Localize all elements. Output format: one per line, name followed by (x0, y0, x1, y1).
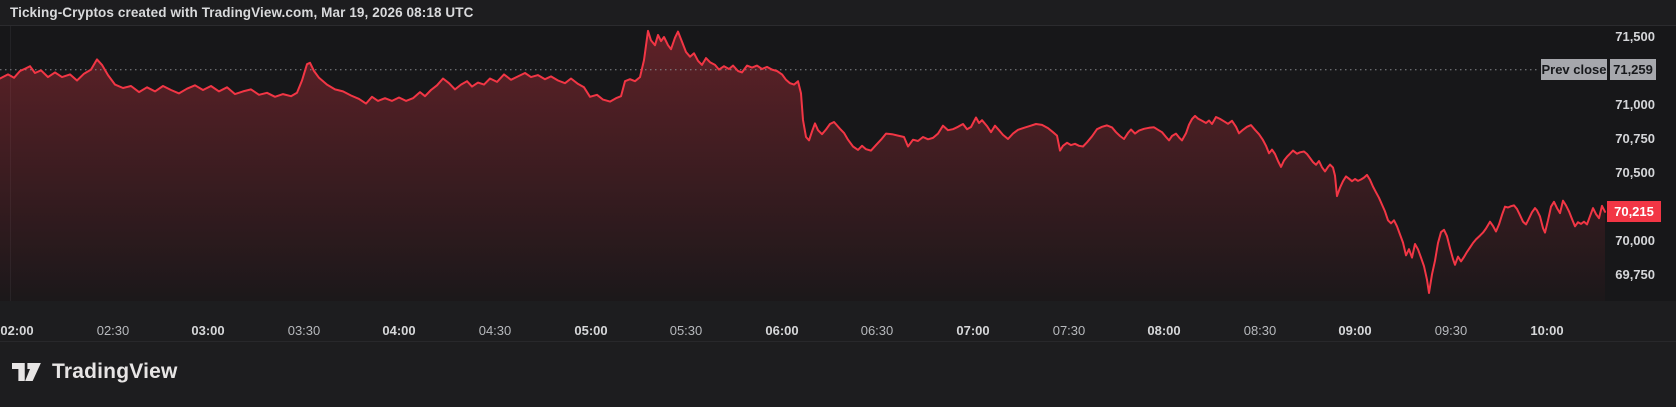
time-tick-label: 09:30 (1434, 323, 1468, 338)
time-tick-label: 08:00 (1147, 323, 1181, 338)
time-tick-label: 05:00 (574, 323, 608, 338)
chart-title: Ticking-Cryptos created with TradingView… (10, 5, 474, 20)
time-tick-label: 06:00 (765, 323, 799, 338)
tradingview-logo[interactable]: TradingView (12, 359, 178, 385)
price-tick-label: 70,500 (1615, 165, 1655, 180)
price-tick-label: 70,750 (1615, 131, 1655, 146)
time-tick-label: 08:30 (1243, 323, 1277, 338)
time-tick-label: 09:00 (1338, 323, 1372, 338)
tradingview-logo-text: TradingView (52, 360, 178, 383)
price-tick-label: 69,750 (1615, 267, 1655, 282)
time-tick-label: 10:00 (1530, 323, 1564, 338)
prev-close-label-badge: Prev close (1541, 59, 1607, 80)
chart-footer: TradingView (0, 342, 1676, 407)
tradingview-logo-icon (12, 363, 41, 381)
time-tick-label: 02:00 (0, 323, 34, 338)
chart-header: Ticking-Cryptos created with TradingView… (0, 0, 1676, 25)
plot-top-border (0, 25, 1676, 26)
time-tick-label: 04:00 (382, 323, 416, 338)
time-tick-label: 03:30 (287, 323, 321, 338)
area-fill (0, 30, 1605, 301)
prev-close-value-badge: 71,259 (1610, 59, 1656, 80)
time-tick-label: 07:30 (1052, 323, 1086, 338)
time-axis[interactable]: 02:00 02:30 03:00 03:30 04:00 04:30 05:00 05:30… (0, 301, 1676, 341)
time-axis-bottom-border (0, 341, 1676, 342)
time-tick-label: 06:30 (860, 323, 894, 338)
time-tick-label: 07:00 (956, 323, 990, 338)
price-tick-label: 70,000 (1615, 233, 1655, 248)
time-tick-label: 05:30 (669, 323, 703, 338)
price-tick-label: 71,500 (1615, 29, 1655, 44)
price-tick-label: 71,000 (1615, 97, 1655, 112)
price-chart[interactable] (0, 25, 1676, 301)
last-price-badge: 70,215 (1607, 201, 1661, 222)
time-tick-label: 04:30 (478, 323, 512, 338)
price-line (0, 29, 1606, 294)
time-tick-label: 02:30 (96, 323, 130, 338)
time-tick-label: 03:00 (191, 323, 225, 338)
